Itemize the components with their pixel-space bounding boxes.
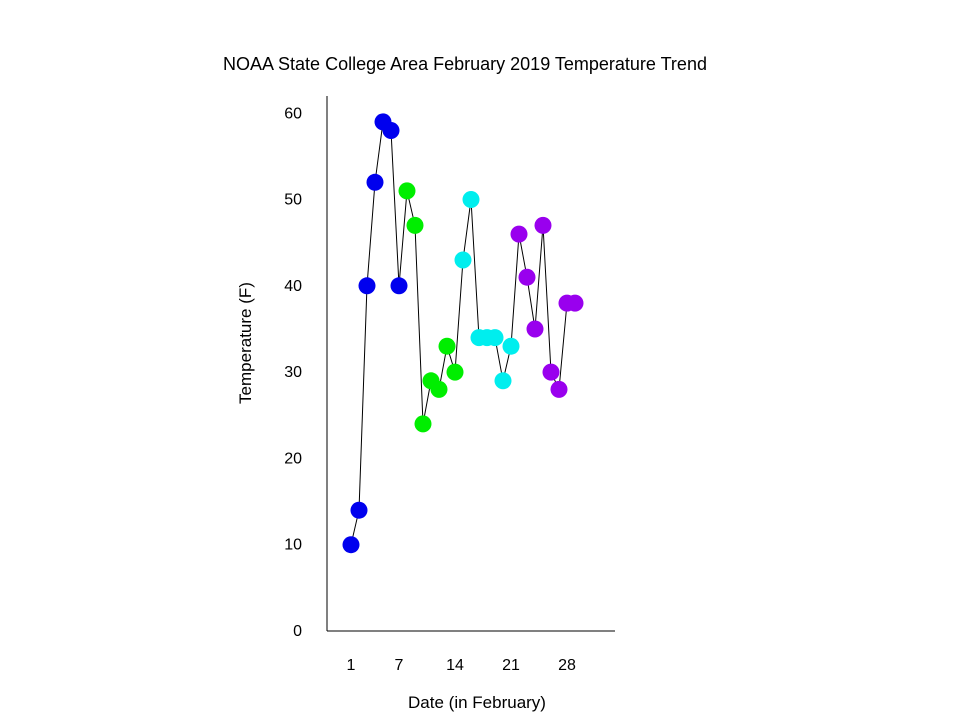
data-point-series-1	[358, 277, 376, 295]
x-tick-label: 1	[347, 657, 356, 674]
data-point-series-4	[566, 294, 584, 312]
data-point-series-1	[350, 501, 368, 519]
y-axis-label: Temperature (F)	[236, 282, 255, 404]
x-tick-labels: 1 7 14 21 28	[347, 657, 576, 674]
x-tick-label: 14	[446, 657, 464, 674]
data-point-series-2	[430, 380, 448, 398]
data-point-series-1	[342, 536, 360, 554]
y-tick-label: 40	[284, 278, 302, 295]
data-point-series-3	[462, 191, 480, 208]
y-tick-label: 30	[284, 364, 302, 381]
data-point-series-2	[446, 363, 464, 381]
y-tick-label: 50	[284, 192, 302, 209]
data-point-series-2	[406, 216, 424, 234]
y-tick-label: 0	[293, 623, 302, 640]
x-axis-label: Date (in February)	[408, 693, 546, 712]
data-point-series-3	[502, 337, 520, 355]
data-point-series-4	[526, 320, 544, 338]
data-point-series-4	[534, 216, 552, 234]
data-point-series-1	[366, 173, 384, 191]
data-point-series-4	[510, 225, 528, 243]
data-point-series-4	[518, 268, 536, 286]
y-tick-label: 60	[284, 105, 302, 122]
chart-title: NOAA State College Area February 2019 Te…	[223, 54, 707, 74]
data-points	[342, 113, 584, 554]
x-tick-label: 7	[395, 657, 404, 674]
y-tick-label: 10	[284, 537, 302, 554]
data-point-series-4	[550, 380, 568, 398]
data-point-series-2	[414, 415, 432, 433]
y-tick-labels: 0 10 20 30 40 50 60	[284, 105, 302, 640]
data-point-series-1	[382, 122, 400, 139]
data-point-series-3	[454, 251, 472, 269]
y-tick-label: 20	[284, 450, 302, 467]
data-point-series-1	[390, 277, 408, 295]
data-point-series-2	[398, 182, 416, 200]
data-point-series-4	[542, 363, 560, 381]
data-point-series-3	[486, 329, 504, 347]
data-point-series-2	[438, 337, 456, 355]
x-tick-label: 21	[502, 657, 520, 674]
data-point-series-3	[494, 372, 512, 390]
x-tick-label: 28	[558, 657, 576, 674]
